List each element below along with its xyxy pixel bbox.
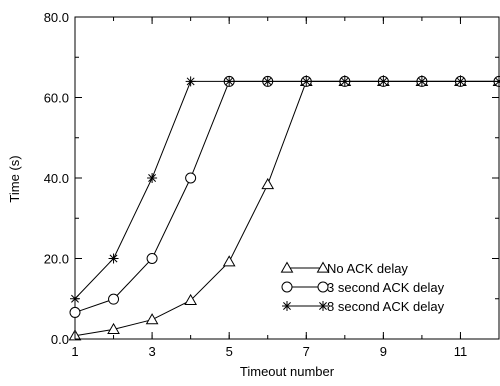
- asterisk-marker: [416, 76, 427, 87]
- y-tick-label: 60.0: [44, 91, 69, 106]
- asterisk-marker: [282, 301, 292, 311]
- series-layer: [68, 74, 500, 341]
- asterisk-marker: [185, 76, 196, 87]
- asterisk-stroke: [263, 77, 272, 86]
- circle-marker: [185, 172, 197, 184]
- axes-layer: 1 3 5 7 9 11 0.0 20.0 40.0 60.0 80.0: [44, 10, 500, 359]
- asterisk-stroke: [302, 77, 311, 86]
- x-axis-title: Timeout number: [240, 364, 335, 379]
- y-axis-title: Time (s): [7, 155, 22, 202]
- triangle-marker: [184, 293, 197, 305]
- x-tick-label: 9: [380, 344, 387, 359]
- series-line: [74, 80, 499, 337]
- legend-entry: No ACK delay: [280, 261, 408, 276]
- asterisk-stroke: [148, 174, 157, 182]
- asterisk-marker: [378, 76, 389, 87]
- asterisk-marker: [494, 76, 500, 87]
- circle-marker: [108, 293, 120, 305]
- legend-entry: 8 second ACK delay: [282, 299, 445, 314]
- asterisk-marker: [224, 76, 235, 87]
- asterisk-stroke: [495, 79, 500, 86]
- asterisk-marker: [108, 253, 119, 264]
- asterisk-marker: [318, 301, 328, 311]
- x-tick-label: 3: [148, 344, 155, 359]
- asterisk-stroke: [225, 77, 234, 86]
- triangle-marker: [145, 313, 159, 325]
- asterisk-stroke: [340, 77, 349, 86]
- triangle-marker: [222, 255, 236, 267]
- series-line: [74, 80, 499, 300]
- legend-entry: 3 second ACK delay: [281, 280, 445, 295]
- triangle-marker: [316, 261, 330, 273]
- x-tick-label: 11: [454, 344, 468, 359]
- y-tick-label: 40.0: [44, 171, 69, 186]
- series-line: [74, 80, 499, 313]
- asterisk-marker: [455, 76, 466, 87]
- triangle-marker: [280, 261, 294, 273]
- asterisk-stroke: [109, 254, 118, 263]
- asterisk-marker: [301, 76, 312, 87]
- asterisk-marker: [262, 76, 273, 87]
- triangle-marker: [261, 177, 275, 190]
- asterisk-stroke: [417, 77, 426, 86]
- triangle-marker: [107, 322, 120, 334]
- x-tick-label: 5: [226, 344, 233, 359]
- legend: No ACK delay 3 second ACK delay 8 second A…: [280, 261, 445, 314]
- x-tick-label: 7: [303, 344, 310, 359]
- series-3: [70, 76, 500, 304]
- legend-label: 3 second ACK delay: [327, 280, 445, 295]
- legend-label: No ACK delay: [327, 261, 408, 276]
- y-tick-label: 0.0: [51, 332, 69, 347]
- asterisk-stroke: [186, 77, 195, 86]
- asterisk-marker: [147, 173, 158, 183]
- circle-marker: [281, 281, 293, 293]
- legend-label: 8 second ACK delay: [327, 299, 445, 314]
- asterisk-marker: [339, 76, 350, 87]
- asterisk-stroke: [456, 77, 465, 86]
- y-tick-label: 80.0: [44, 10, 69, 25]
- y-tick-label: 20.0: [44, 252, 69, 267]
- asterisk-stroke: [319, 302, 327, 310]
- circle-marker: [69, 306, 81, 318]
- circle-marker: [146, 253, 158, 264]
- circle-marker: [317, 281, 329, 293]
- x-tick-label: 1: [71, 344, 78, 359]
- asterisk-stroke: [379, 77, 388, 86]
- asterisk-stroke: [283, 302, 291, 310]
